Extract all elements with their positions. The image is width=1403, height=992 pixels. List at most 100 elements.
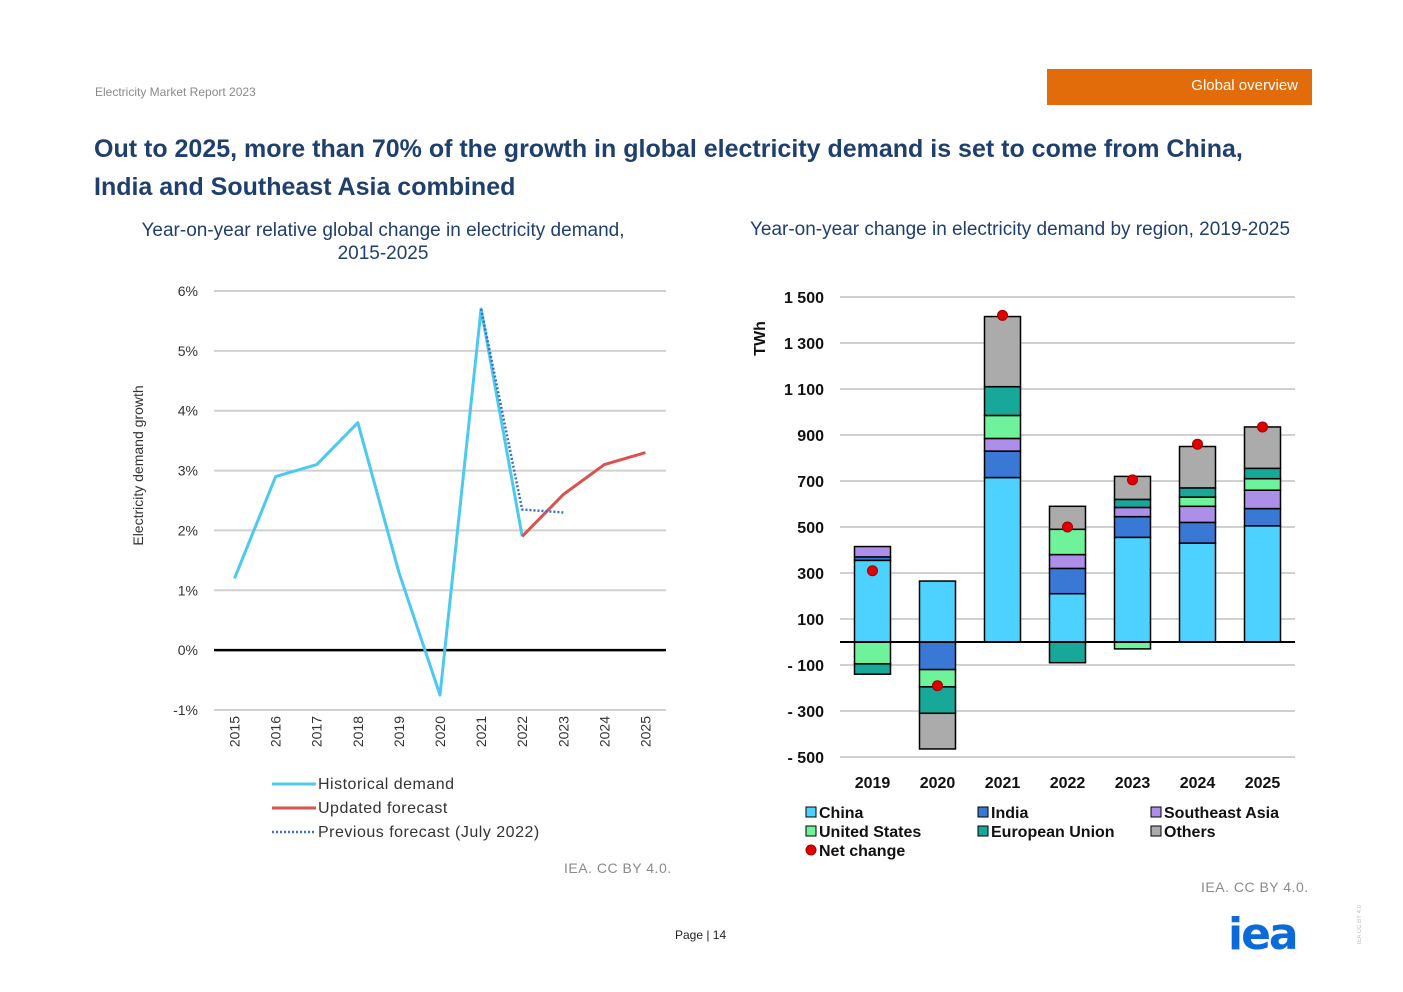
right-chart-title: Year-on-year change in electricity deman… [749,219,1291,240]
legend-label: Others [1164,824,1216,841]
bar-segment-india [918,641,957,671]
legend-label: India [991,805,1028,822]
y-tick-label: -1% [173,702,198,718]
y-tick-label: - 500 [788,750,825,767]
y-tick-label: 300 [797,566,824,583]
x-tick-label: 2018 [350,716,366,747]
y-tick-label: 500 [797,520,824,537]
legend-label: Net change [819,843,905,860]
y-tick-label: 2% [178,522,198,538]
bar-segment-southeast_asia [853,545,892,558]
y-tick-label: 100 [797,612,824,629]
bar-segment-india [1113,515,1152,539]
right-chart-credit: IEA. CC BY 4.0. [1201,879,1309,895]
x-tick-label: 2025 [637,716,653,747]
x-tick-label: 2020 [920,775,956,792]
x-tick-label: 2021 [473,716,489,747]
bar-segment-china [918,580,957,643]
bar-segment-united_states [983,414,1022,440]
y-tick-label: 4% [178,403,198,419]
bar-segment-european_union [1243,467,1282,480]
side-note: IEA CC BY 4.0 [1357,905,1363,945]
iea-logo-text: iea [1228,916,1297,954]
bar-segment-southeast_asia [1178,505,1217,524]
y-tick-label: 900 [797,428,824,445]
line-chart: -1% 0% 1% 2% 3% 4% 5% 6% 2015 2016 2017 2018 2019 202… [130,283,666,841]
x-tick-label: 2023 [555,716,571,747]
bar-segment-india [1243,507,1282,527]
x-tick-label: 2024 [1180,775,1216,792]
legend-label: United States [819,824,921,841]
net-change-marker [997,309,1008,321]
bar-segment-others [983,315,1022,388]
bar-segment-china [1113,536,1152,643]
bar-segment-china [853,559,892,643]
section-tab[interactable]: Global overview [1047,69,1312,105]
bar-segment-others [1178,445,1217,489]
y-tick-label: - 100 [788,658,825,675]
legend-swatch-european_union [977,825,989,837]
iea-logo[interactable]: iea [1228,909,1310,960]
series-line-historical [233,307,524,697]
net-change-marker [932,680,943,692]
y-tick-label: 1 500 [784,290,824,307]
bar-segment-european_union [1178,487,1217,498]
x-tick-label: 2021 [985,775,1021,792]
x-tick-label: 2025 [1245,775,1281,792]
bar-segment-southeast_asia [983,437,1022,452]
net-change-marker [1192,438,1203,450]
bar-chart: - 500 - 300 - 100 100 300 500 700 900 1 100 1 300… [752,290,1295,860]
net-change-marker [1127,474,1138,486]
bar-segment-others [918,712,957,750]
y-tick-label: 1 300 [784,336,824,353]
y-tick-label: 5% [178,343,198,359]
x-tick-label: 2015 [227,716,243,747]
x-tick-label: 2017 [309,716,325,747]
net-change-marker [1257,421,1268,433]
x-tick-label: 2023 [1115,775,1151,792]
bar-segment-southeast_asia [1243,489,1282,510]
left-chart-title: Year-on-year relative global change in e… [141,220,625,264]
legend-label: China [819,805,864,822]
bar-segment-united_states [1113,641,1152,650]
bar-segment-european_union [1048,641,1087,664]
x-tick-label: 2020 [432,716,448,747]
bar-segment-india [1048,567,1087,595]
legend-swatch-net-change [805,844,817,856]
bar-segment-southeast_asia [1113,506,1152,518]
y-tick-label: - 300 [788,704,825,721]
report-name: Electricity Market Report 2023 [95,85,256,99]
x-tick-label: 2024 [596,716,612,747]
bar-segment-european_union [918,686,957,715]
y-tick-label: 1% [178,582,198,598]
bar-segment-china [1243,525,1282,643]
left-chart-credit: IEA. CC BY 4.0. [564,860,672,876]
legend-label: Updated forecast [318,800,448,817]
legend-swatch-southeast_asia [1150,806,1162,818]
legend-label: Historical demand [318,776,455,793]
y-tick-label: 700 [797,474,824,491]
legend-label: Southeast Asia [1164,805,1279,822]
x-tick-label: 2022 [514,716,530,747]
series-line-updated [521,451,646,538]
y-tick-label: 0% [178,642,198,658]
bar-segment-united_states [1178,496,1217,508]
y-axis-label: Electricity demand growth [130,385,146,545]
series-line-previous [479,308,564,514]
x-tick-label: 2019 [855,775,891,792]
legend-label: Previous forecast (July 2022) [318,824,540,841]
bar-segment-china [983,476,1022,643]
y-tick-label: 1 100 [784,382,824,399]
bar-segment-china [1048,592,1087,643]
x-tick-label: 2016 [268,716,284,747]
bar-segment-european_union [853,663,892,675]
legend-label: European Union [991,824,1115,841]
bar-segment-united_states [853,641,892,665]
legend-swatch-united_states [805,825,817,837]
iea-logo-mark: iea [1228,909,1299,960]
bar-segment-united_states [1243,477,1282,491]
bar-segment-united_states [1048,528,1087,556]
bar-segment-india [983,450,1022,479]
bar-segment-european_union [983,385,1022,417]
bar-segment-others [1243,426,1282,470]
